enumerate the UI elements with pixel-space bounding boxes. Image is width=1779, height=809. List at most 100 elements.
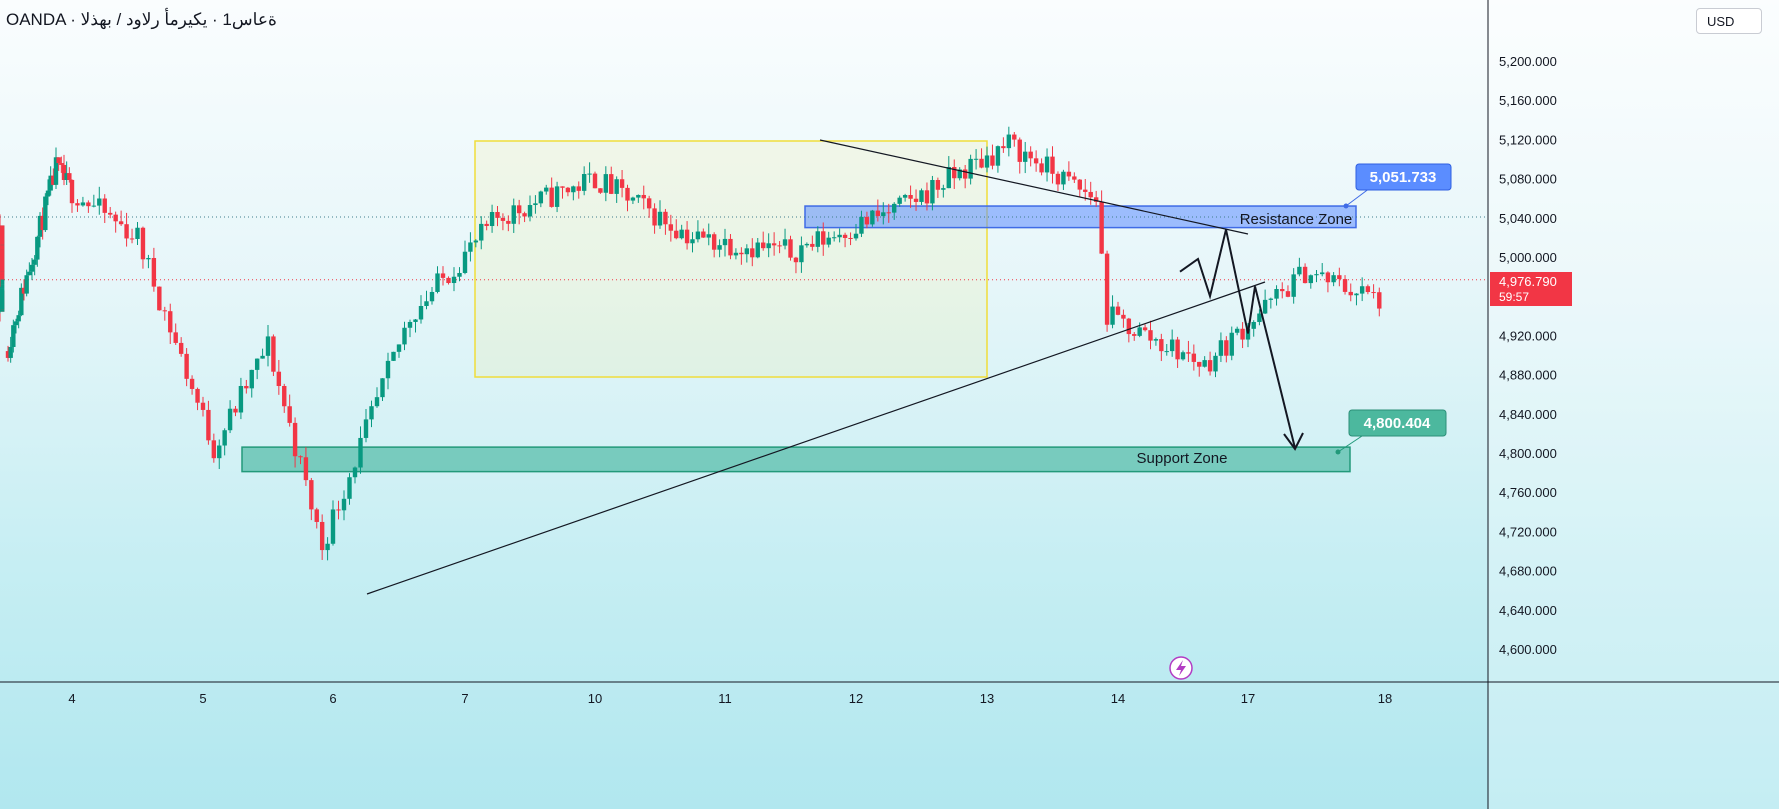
candle-body: [238, 385, 244, 413]
y-tick-label: 4,760.000: [1499, 485, 1557, 500]
candle-body: [1245, 328, 1251, 340]
candle-body: [374, 397, 380, 407]
candle-body: [755, 242, 760, 258]
candle-body: [908, 195, 913, 199]
candle-body: [260, 355, 265, 359]
candle-body: [1132, 334, 1137, 336]
candle-body: [40, 215, 45, 231]
candle-body: [1365, 286, 1371, 293]
candle-body: [881, 212, 886, 217]
ascending-trendline[interactable]: [366, 281, 1266, 595]
candle-body: [0, 244, 5, 246]
x-tick-label: 7: [461, 691, 468, 706]
x-tick-label: 6: [329, 691, 336, 706]
candle-body: [1148, 330, 1153, 341]
candle-body: [870, 210, 875, 225]
candle-body: [64, 173, 69, 180]
candle-body: [1159, 339, 1164, 352]
candle-body: [1121, 314, 1126, 319]
candle-body: [1257, 313, 1262, 322]
candle-body: [1377, 292, 1382, 309]
x-tick-label: 4: [68, 691, 75, 706]
candle-body: [717, 245, 722, 250]
support-zone[interactable]: [241, 446, 1351, 473]
projection-arrowhead: [1283, 432, 1304, 451]
candle-body: [984, 155, 990, 168]
candle-body: [303, 457, 309, 481]
candle-body: [804, 243, 810, 246]
candle-body: [711, 234, 717, 250]
candle-body: [347, 477, 352, 499]
y-tick-label: 5,160.000: [1499, 93, 1557, 108]
candle-body: [1240, 328, 1245, 340]
candle-body: [424, 301, 429, 306]
candle-body: [1354, 293, 1359, 296]
candle-body: [1099, 201, 1104, 254]
support-price-tag[interactable]: [1348, 409, 1447, 437]
candle-body: [793, 257, 799, 263]
candle-body: [1331, 275, 1336, 283]
candle-body: [11, 325, 16, 347]
candle-body: [113, 214, 118, 222]
candle-body: [118, 221, 124, 225]
candle-body: [222, 430, 227, 446]
candle-body: [1371, 292, 1376, 294]
candle-body: [1291, 274, 1296, 297]
candle-body: [1337, 275, 1342, 280]
candles: [0, 126, 1382, 561]
candle-body: [952, 167, 957, 179]
price-axis[interactable]: [1488, 0, 1779, 809]
candle-body: [1023, 151, 1028, 162]
candle-body: [1083, 189, 1088, 192]
candle-body: [309, 480, 314, 510]
candle-body: [646, 198, 652, 209]
candle-body: [1229, 332, 1234, 356]
resistance-price-tag[interactable]: [1355, 163, 1452, 191]
resistance-zone-label: Resistance Zone: [1240, 211, 1353, 228]
candle-body: [108, 212, 113, 215]
candle-body: [1006, 134, 1012, 149]
descending-trendline[interactable]: [819, 139, 1249, 235]
candle-body: [298, 456, 303, 458]
candle-body: [184, 353, 189, 379]
candle-body: [500, 217, 506, 221]
candle-body: [533, 203, 538, 206]
candle-body: [1218, 340, 1224, 356]
candle-body: [695, 231, 701, 240]
candle-body: [990, 155, 995, 166]
candle-body: [598, 188, 603, 193]
candle-body: [946, 167, 951, 189]
candle-body: [86, 202, 91, 207]
y-tick-label: 4,640.000: [1499, 603, 1557, 618]
candle-body: [479, 223, 484, 241]
candle-body: [135, 227, 140, 239]
lightning-icon-glyph: [1176, 660, 1186, 676]
candle-body: [21, 287, 27, 294]
candle-body: [625, 187, 630, 201]
candle-body: [292, 422, 298, 457]
y-tick-label: 4,840.000: [1499, 407, 1557, 422]
candle-body: [924, 190, 930, 204]
candle-body: [565, 187, 571, 193]
candle-body: [739, 252, 744, 255]
candle-body: [554, 186, 560, 207]
candle-body: [1175, 339, 1180, 360]
candle-body: [1224, 340, 1229, 356]
candle-body: [788, 239, 793, 258]
candle-body: [48, 175, 53, 191]
candle-body: [319, 521, 325, 551]
candle-body: [1274, 289, 1279, 299]
candle-body: [352, 467, 358, 478]
candle-body: [815, 231, 820, 247]
candle-body: [37, 215, 43, 237]
candle-body: [560, 186, 565, 188]
currency-button[interactable]: USD: [1696, 8, 1762, 34]
candle-body: [516, 205, 522, 214]
candle-body: [1001, 146, 1006, 149]
candle-body: [1207, 360, 1213, 372]
projection-path[interactable]: [1179, 229, 1296, 449]
candle-body: [358, 437, 363, 468]
candle-body: [325, 543, 330, 551]
candle-body: [369, 406, 374, 420]
